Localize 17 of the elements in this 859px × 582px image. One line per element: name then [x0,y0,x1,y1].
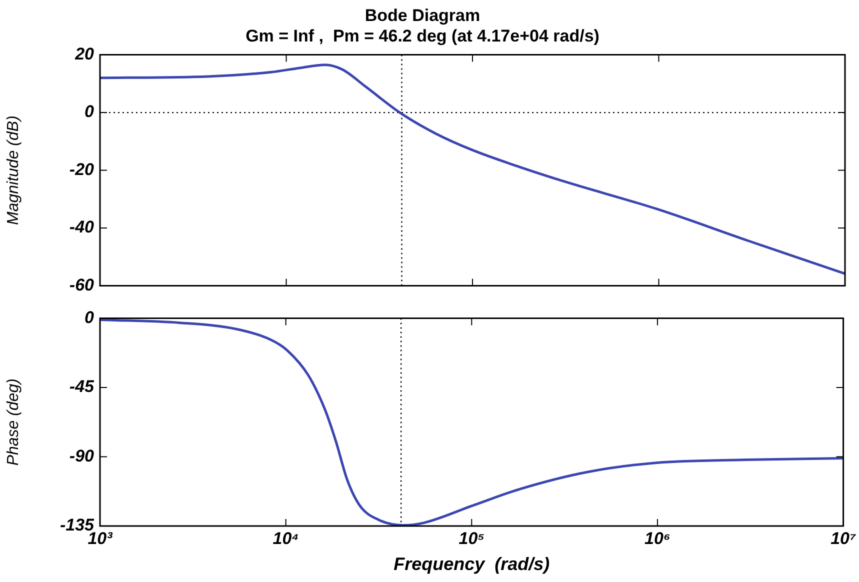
y-axis-title: Phase (deg) [5,378,22,466]
x-tick-label: 10⁵ [458,528,485,548]
x-axis-title: Frequency (rad/s) [394,554,550,574]
y-tick-label: -60 [69,275,95,294]
y-tick-label: 20 [74,44,95,64]
y-axis-title: Magnitude (dB) [5,116,22,225]
y-tick-label: 0 [84,102,95,122]
x-tick-label: 10⁷ [830,528,856,548]
chart-title: Bode Diagram [364,6,480,25]
y-tick-label: -40 [69,218,95,237]
y-tick-label: -20 [69,160,95,179]
chart-subtitle: Gm = Inf , Pm = 46.2 deg (at 4.17e+04 rad/s) [246,26,600,46]
y-tick-label: 0 [84,308,95,327]
y-tick-label: -45 [69,377,95,396]
x-tick-label: 10⁴ [272,528,299,548]
y-tick-label: -90 [69,446,95,466]
x-tick-label: 10⁶ [644,528,670,548]
